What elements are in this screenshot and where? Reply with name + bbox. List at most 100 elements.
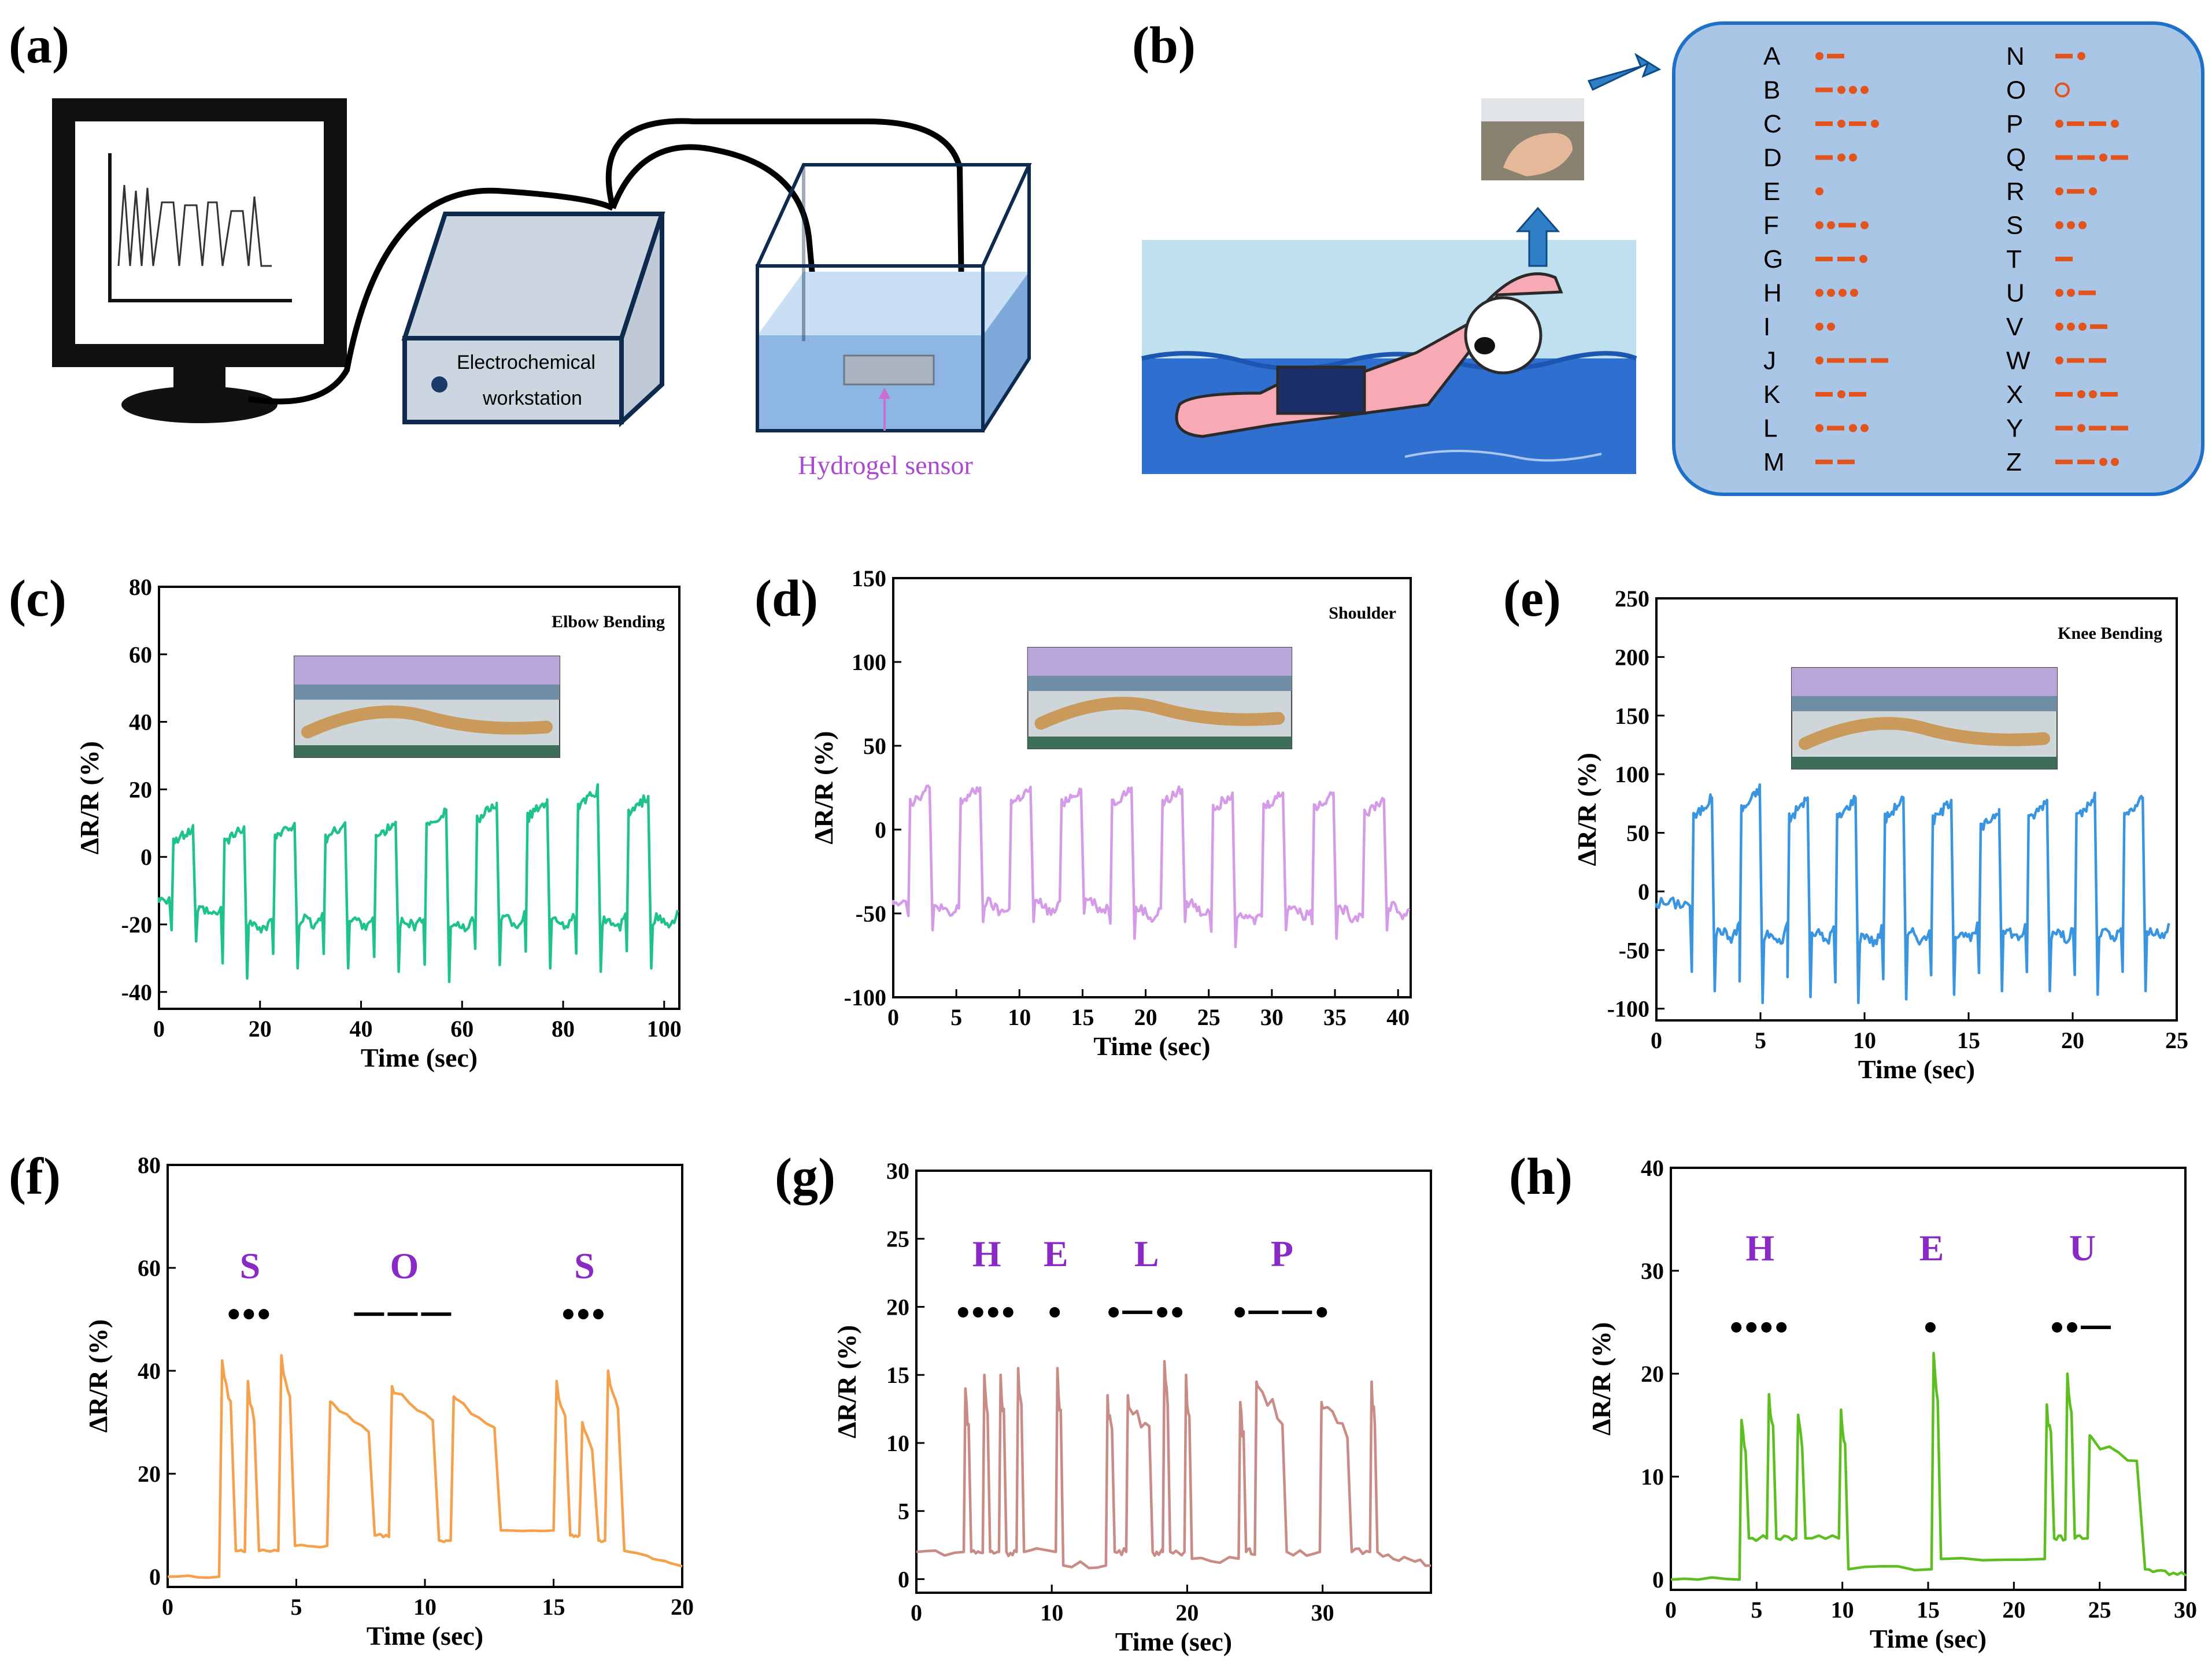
- morse-dash: [1839, 223, 1856, 228]
- chart-panel-c: 0 20 40 60 80 100 -40 -20 0 20 40 60 80 Time (sec) ΔR/…: [75, 574, 682, 1072]
- y-axis-label: ΔR/R (%): [832, 1325, 861, 1438]
- morse-dot: [1871, 120, 1879, 128]
- x-tick-label: 0: [153, 1016, 165, 1042]
- morse-dot: [1860, 86, 1869, 94]
- y-axis-label: ΔR/R (%): [83, 1319, 113, 1433]
- series-line: [916, 1360, 1431, 1570]
- morse-letter-u: U: [2006, 279, 2025, 308]
- morse-annotation-dot: [1776, 1322, 1787, 1333]
- x-tick-label: 5: [291, 1594, 302, 1620]
- morse-dot: [1860, 424, 1869, 432]
- y-tick-label: -40: [121, 979, 152, 1005]
- chart-panel-h: 0 5 10 15 20 25 30 0 10 20 30 40 Time (sec) ΔR/R (%) H…: [1586, 1155, 2197, 1653]
- panel-a-setup: Electrochemical workstation Hydrogel sen…: [52, 98, 1032, 480]
- morse-dot: [1827, 221, 1835, 230]
- morse-dot: [1815, 187, 1823, 195]
- morse-letter-e: E: [1763, 177, 1780, 206]
- y-tick-label: 50: [863, 733, 886, 759]
- x-tick-label: 0: [911, 1600, 922, 1626]
- y-tick-label: 0: [1652, 1567, 1664, 1593]
- morse-annotation-dot: [1108, 1307, 1119, 1318]
- y-tick-label: 0: [1638, 879, 1649, 905]
- panel-label-d: (d): [754, 570, 818, 627]
- finger-shape: [1503, 133, 1573, 176]
- morse-dash: [1815, 257, 1833, 261]
- series-line: [1655, 783, 2170, 1004]
- y-tick-label: 20: [129, 776, 152, 802]
- y-tick-label: -50: [1619, 937, 1649, 963]
- morse-annotation-dash: [1122, 1310, 1153, 1314]
- swimmer-trunks: [1276, 365, 1366, 415]
- morse-dot: [1859, 255, 1867, 263]
- y-tick-label: 30: [886, 1158, 909, 1184]
- morse-annotation-dot: [1234, 1307, 1245, 1318]
- morse-dash: [1827, 426, 1844, 431]
- y-tick-label: 0: [140, 844, 152, 870]
- x-tick-label: 30: [2174, 1597, 2197, 1623]
- morse-letter-w: W: [2006, 347, 2030, 375]
- inset-title: Shoulder: [1329, 604, 1396, 623]
- morse-annotation-dot: [972, 1307, 983, 1318]
- morse-dash: [1815, 460, 1833, 464]
- morse-annotation-dot: [987, 1307, 998, 1318]
- x-tick-label: 30: [1311, 1600, 1334, 1626]
- morse-dot: [2077, 52, 2085, 60]
- y-tick-label: 40: [138, 1358, 161, 1384]
- morse-dot: [1815, 323, 1823, 331]
- morse-dot: [2089, 390, 2097, 398]
- series-line: [1670, 1352, 2187, 1581]
- x-axis-label: Time (sec): [1870, 1624, 1987, 1653]
- morse-dot: [2077, 390, 2085, 398]
- morse-annotation-dot: [2067, 1322, 2077, 1333]
- morse-annotation-letter: P: [1271, 1233, 1293, 1274]
- morse-annotation-dot: [243, 1309, 254, 1320]
- swim-splash: [1404, 450, 1602, 462]
- morse-dot: [1850, 288, 1858, 297]
- morse-annotation-letter: S: [240, 1245, 261, 1286]
- morse-dot: [2099, 458, 2107, 466]
- x-tick-label: 20: [1134, 1004, 1157, 1030]
- swimmer-body: [1175, 272, 1563, 438]
- x-axis-label: Time (sec): [1093, 1031, 1210, 1061]
- morse-dash: [1815, 155, 1833, 160]
- morse-dash: [1849, 358, 1866, 363]
- morse-letter-l: L: [1763, 415, 1777, 443]
- morse-annotation-dash: [1282, 1310, 1312, 1314]
- morse-dot: [1849, 86, 1857, 94]
- panel-label-b: (b): [1132, 17, 1196, 74]
- x-axis-label: Time (sec): [367, 1621, 483, 1651]
- morse-dot: [2077, 424, 2085, 432]
- morse-annotation-letter: U: [2069, 1227, 2096, 1268]
- morse-dot: [2067, 221, 2075, 230]
- morse-letter-r: R: [2006, 177, 2025, 206]
- y-tick-label: 20: [886, 1294, 909, 1320]
- morse-dot: [1815, 52, 1823, 60]
- x-axis-label: Time (sec): [361, 1043, 478, 1072]
- chart-panel-d: 0 5 10 15 20 25 30 35 40 -100 -50 0 50 100 150 Time (se…: [809, 565, 1412, 1061]
- morse-dot: [2089, 187, 2097, 195]
- y-tick-label: 150: [852, 565, 886, 591]
- morse-annotation-dash: [1248, 1310, 1279, 1314]
- y-tick-label: 40: [1641, 1155, 1664, 1181]
- morse-annotation-dot: [1731, 1322, 1742, 1333]
- x-tick-label: 10: [413, 1594, 437, 1620]
- morse-letter-j: J: [1763, 347, 1776, 375]
- x-tick-label: 5: [1751, 1597, 1762, 1623]
- x-tick-label: 40: [350, 1016, 373, 1042]
- inset-photo-top: [1792, 668, 2057, 696]
- morse-dash: [2067, 358, 2084, 363]
- morse-annotation-letter: O: [390, 1245, 419, 1286]
- hydrogel-sensor: [843, 354, 935, 386]
- morse-annotation-dash: [387, 1312, 418, 1316]
- x-tick-label: 40: [1386, 1004, 1410, 1030]
- morse-table-panel: [1672, 21, 2204, 496]
- morse-dot: [1815, 221, 1823, 230]
- morse-annotation-dot: [1316, 1307, 1327, 1318]
- morse-dot: [1849, 424, 1857, 432]
- plot-frame: [1655, 597, 2178, 1022]
- y-tick-label: 0: [898, 1566, 909, 1592]
- morse-dot: [2078, 323, 2087, 331]
- x-tick-label: 10: [1831, 1597, 1854, 1623]
- y-axis-label: ΔR/R (%): [75, 741, 104, 854]
